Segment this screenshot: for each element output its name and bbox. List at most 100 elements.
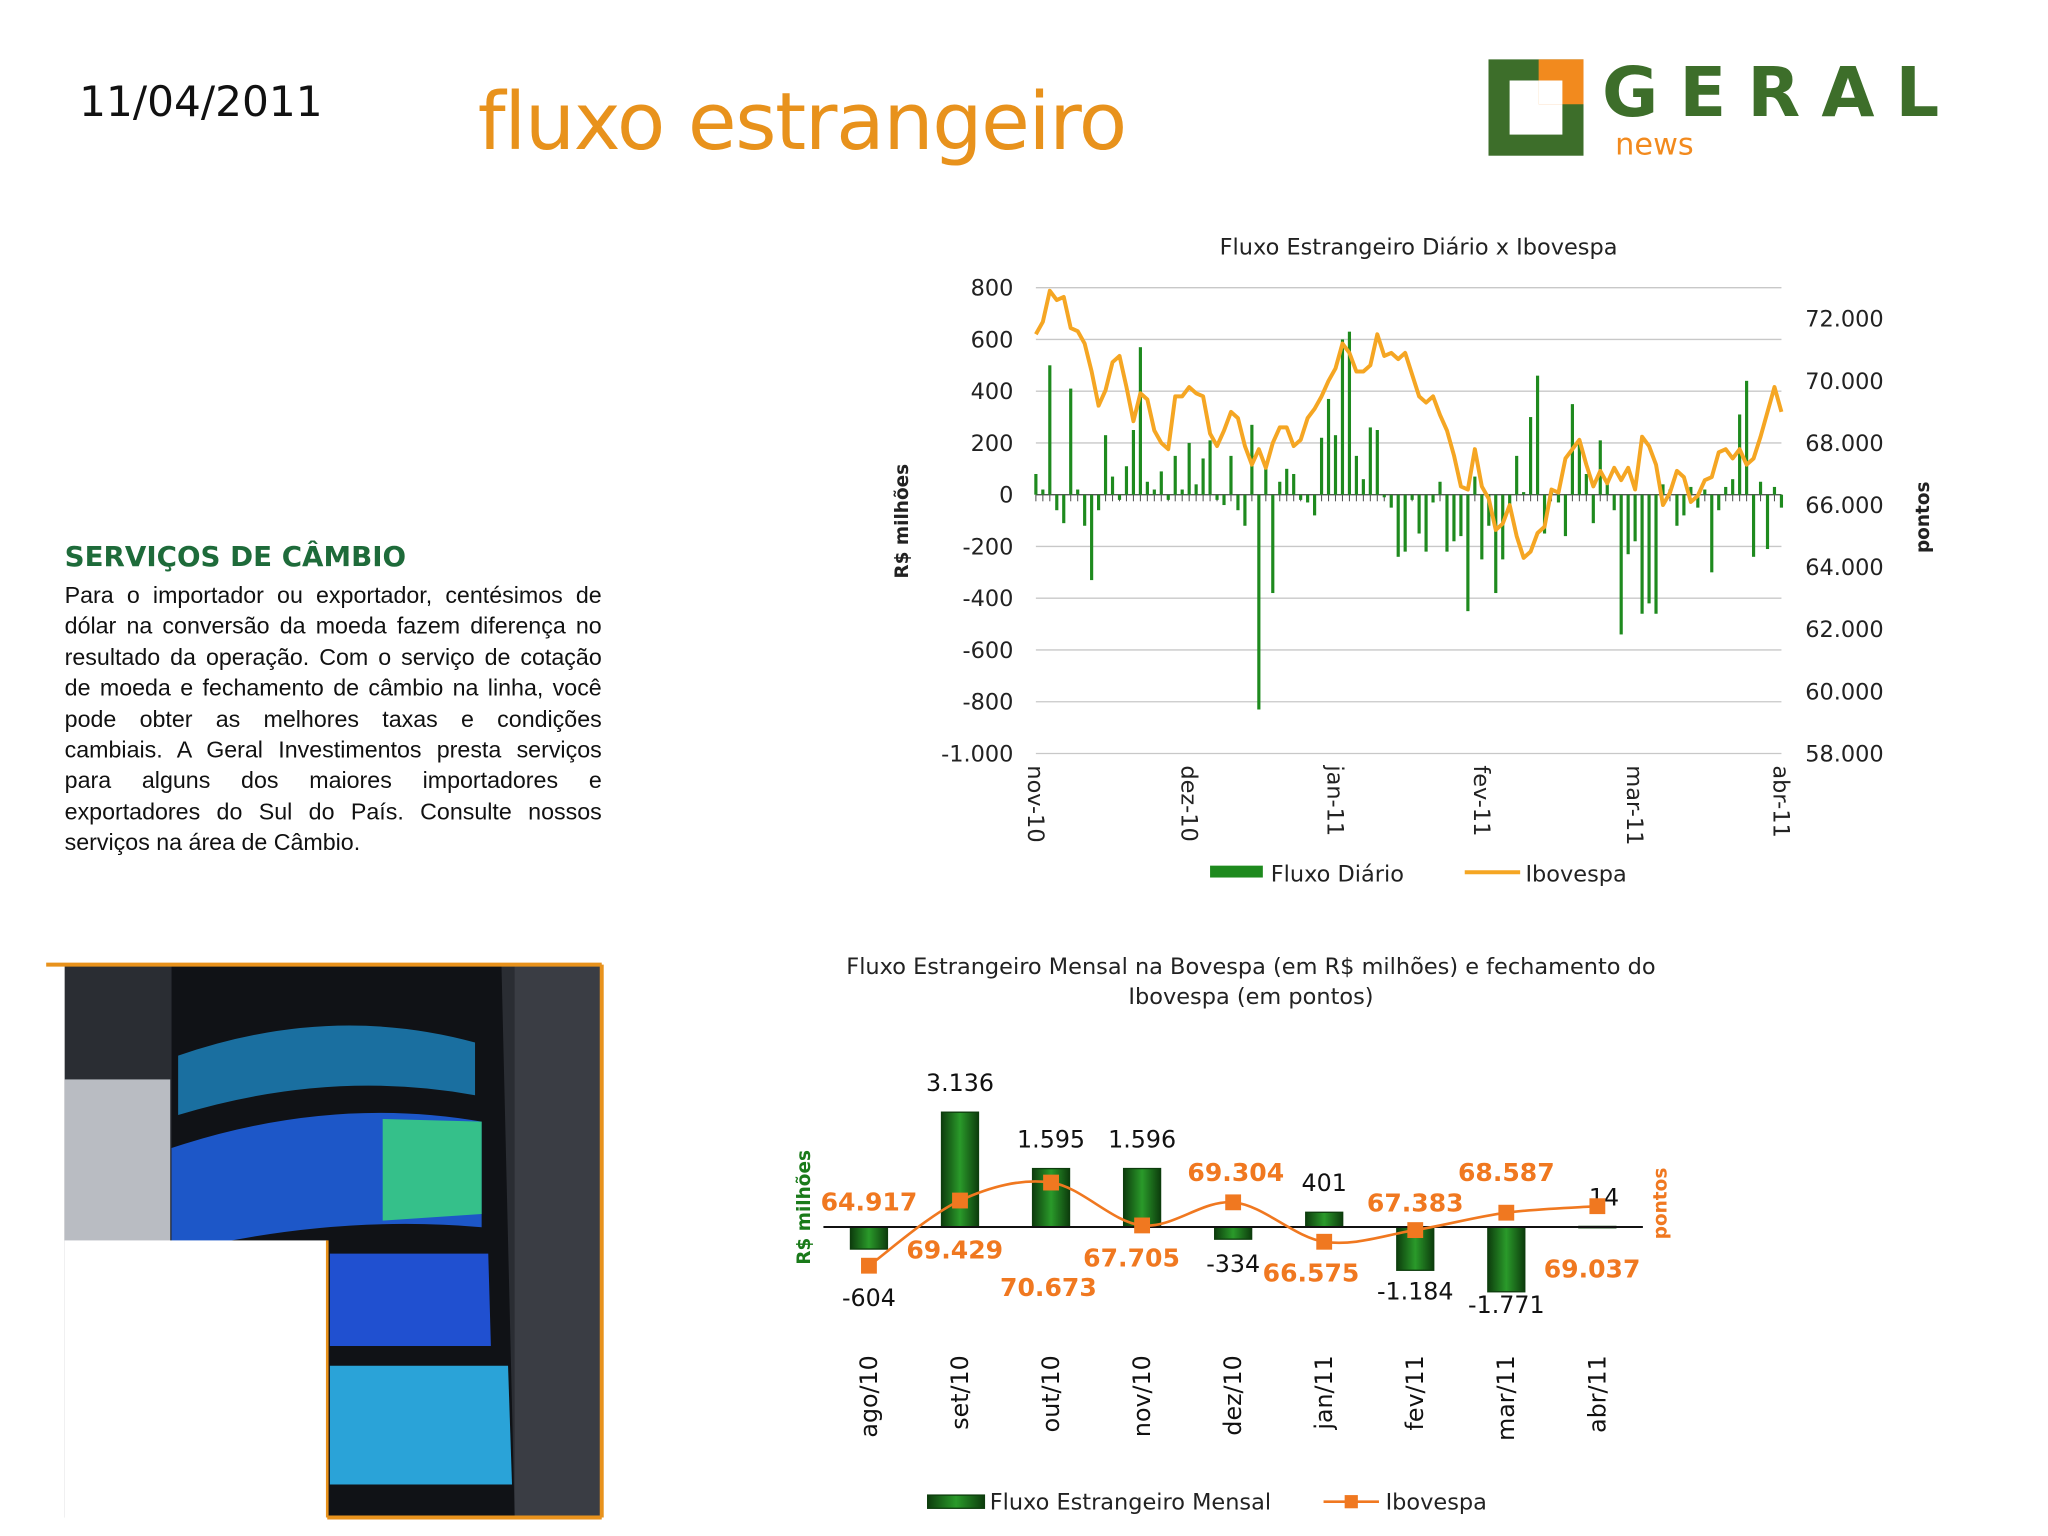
- x-tick-label: nov/10: [1128, 1355, 1156, 1437]
- y2-tick-label: 70.000: [1805, 369, 1883, 395]
- bar: [1159, 471, 1163, 495]
- bar: [1647, 494, 1651, 604]
- bar: [1731, 479, 1735, 495]
- bar: [1431, 494, 1435, 503]
- bar: [1675, 494, 1679, 526]
- bar: [1424, 494, 1428, 552]
- bar: [1542, 494, 1547, 534]
- bar: [1556, 494, 1561, 503]
- bar: [1382, 494, 1386, 498]
- line-marker: [1316, 1233, 1333, 1250]
- bar: [1717, 494, 1721, 511]
- bar: [1745, 380, 1749, 495]
- line: [1034, 288, 1784, 560]
- bar: [1368, 427, 1372, 495]
- bar: [1738, 414, 1742, 495]
- bar: [1626, 494, 1630, 555]
- bar-value-label: 1.596: [1108, 1125, 1176, 1153]
- bar: [1403, 494, 1407, 552]
- bar: [1758, 481, 1763, 495]
- legend-label: Ibovespa: [1386, 1490, 1487, 1516]
- bar: [1466, 494, 1470, 612]
- y-tick-label: 600: [971, 327, 1014, 353]
- bar: [1354, 455, 1358, 495]
- y-tick-label: -600: [963, 638, 1014, 664]
- x-tick-label: mar/11: [1492, 1355, 1520, 1441]
- bar: [1117, 494, 1122, 500]
- bar: [1041, 489, 1045, 495]
- bar: [1173, 455, 1177, 495]
- bar: [1779, 494, 1784, 508]
- legend-label: Ibovespa: [1525, 861, 1626, 887]
- chart-title: Fluxo Estrangeiro Diário x Ibovespa: [1219, 234, 1618, 262]
- bar-value-label: 3.136: [926, 1069, 994, 1097]
- legend-label: Fluxo Estrangeiro Mensal: [990, 1490, 1271, 1516]
- line-value-label: 68.587: [1458, 1158, 1555, 1187]
- line-value-label: 67.383: [1367, 1189, 1464, 1218]
- bar: [1598, 440, 1602, 495]
- x-tick-label: fev-11: [1468, 765, 1494, 836]
- bar: [1305, 1211, 1344, 1228]
- line-value-label: 64.917: [821, 1187, 918, 1216]
- y-axis-label: R$ milhões: [892, 464, 913, 579]
- bar: [1264, 468, 1268, 495]
- x-tick-label: dez-10: [1175, 765, 1201, 841]
- y2-axis-label: pontos: [1913, 481, 1934, 553]
- bar: [1347, 331, 1352, 495]
- x-tick-label: jan/11: [1310, 1355, 1338, 1430]
- y-tick-label: 200: [971, 431, 1014, 457]
- y-tick-label: -200: [963, 534, 1014, 560]
- bar: [1292, 473, 1296, 495]
- bar: [1563, 494, 1568, 537]
- y2-tick-label: 60.000: [1805, 679, 1883, 705]
- bar: [1633, 494, 1637, 542]
- y2-tick-label: 66.000: [1805, 493, 1883, 519]
- bar: [1062, 494, 1066, 524]
- x-tick-label: nov-10: [1022, 765, 1048, 842]
- bar: [1661, 484, 1665, 495]
- bar: [1145, 481, 1149, 495]
- bar: [1236, 494, 1240, 511]
- x-tick-label: set/10: [946, 1355, 974, 1430]
- bar: [1048, 365, 1052, 495]
- bar: [1319, 437, 1324, 495]
- y-tick-label: 400: [971, 379, 1014, 405]
- bar: [1515, 455, 1519, 495]
- bar: [1508, 494, 1512, 511]
- bar: [1438, 481, 1442, 495]
- bar-value-label: 1.595: [1017, 1125, 1085, 1153]
- bar: [1285, 468, 1289, 495]
- bar-value-label: -1.184: [1377, 1277, 1454, 1305]
- bar: [1577, 442, 1581, 495]
- bar-value-label: -334: [1206, 1250, 1260, 1278]
- bar: [1501, 494, 1505, 560]
- y-axis-label: R$ milhões: [794, 1150, 815, 1265]
- bar: [1591, 494, 1595, 524]
- x-tick-label: mar-11: [1621, 765, 1647, 845]
- line-value-label: 69.304: [1187, 1158, 1284, 1187]
- bar: [1410, 494, 1414, 500]
- x-tick-label: ago/10: [855, 1355, 883, 1437]
- bar: [1326, 398, 1331, 495]
- bar: [1487, 1226, 1526, 1293]
- bar: [1180, 489, 1184, 495]
- line-marker: [1407, 1222, 1424, 1239]
- bar: [1529, 417, 1533, 495]
- bar: [1306, 494, 1310, 503]
- bar: [1243, 494, 1247, 526]
- page-title: fluxo estrangeiro: [477, 76, 1127, 169]
- chart-title: Fluxo Estrangeiro Mensal na Bovespa (em …: [846, 954, 1656, 1011]
- bar: [849, 1226, 889, 1250]
- bar: [1535, 375, 1540, 495]
- y2-axis-label: pontos: [1651, 1168, 1672, 1240]
- bar-value-label: -1.771: [1468, 1291, 1545, 1319]
- bar: [1034, 473, 1038, 495]
- y2-tick-label: 58.000: [1805, 741, 1883, 767]
- bar: [1278, 481, 1282, 495]
- y2-tick-label: 72.000: [1805, 307, 1883, 333]
- bar: [1215, 494, 1219, 500]
- bar: [1090, 494, 1094, 581]
- bar: [1710, 494, 1714, 573]
- x-tick-label: out/10: [1037, 1355, 1065, 1432]
